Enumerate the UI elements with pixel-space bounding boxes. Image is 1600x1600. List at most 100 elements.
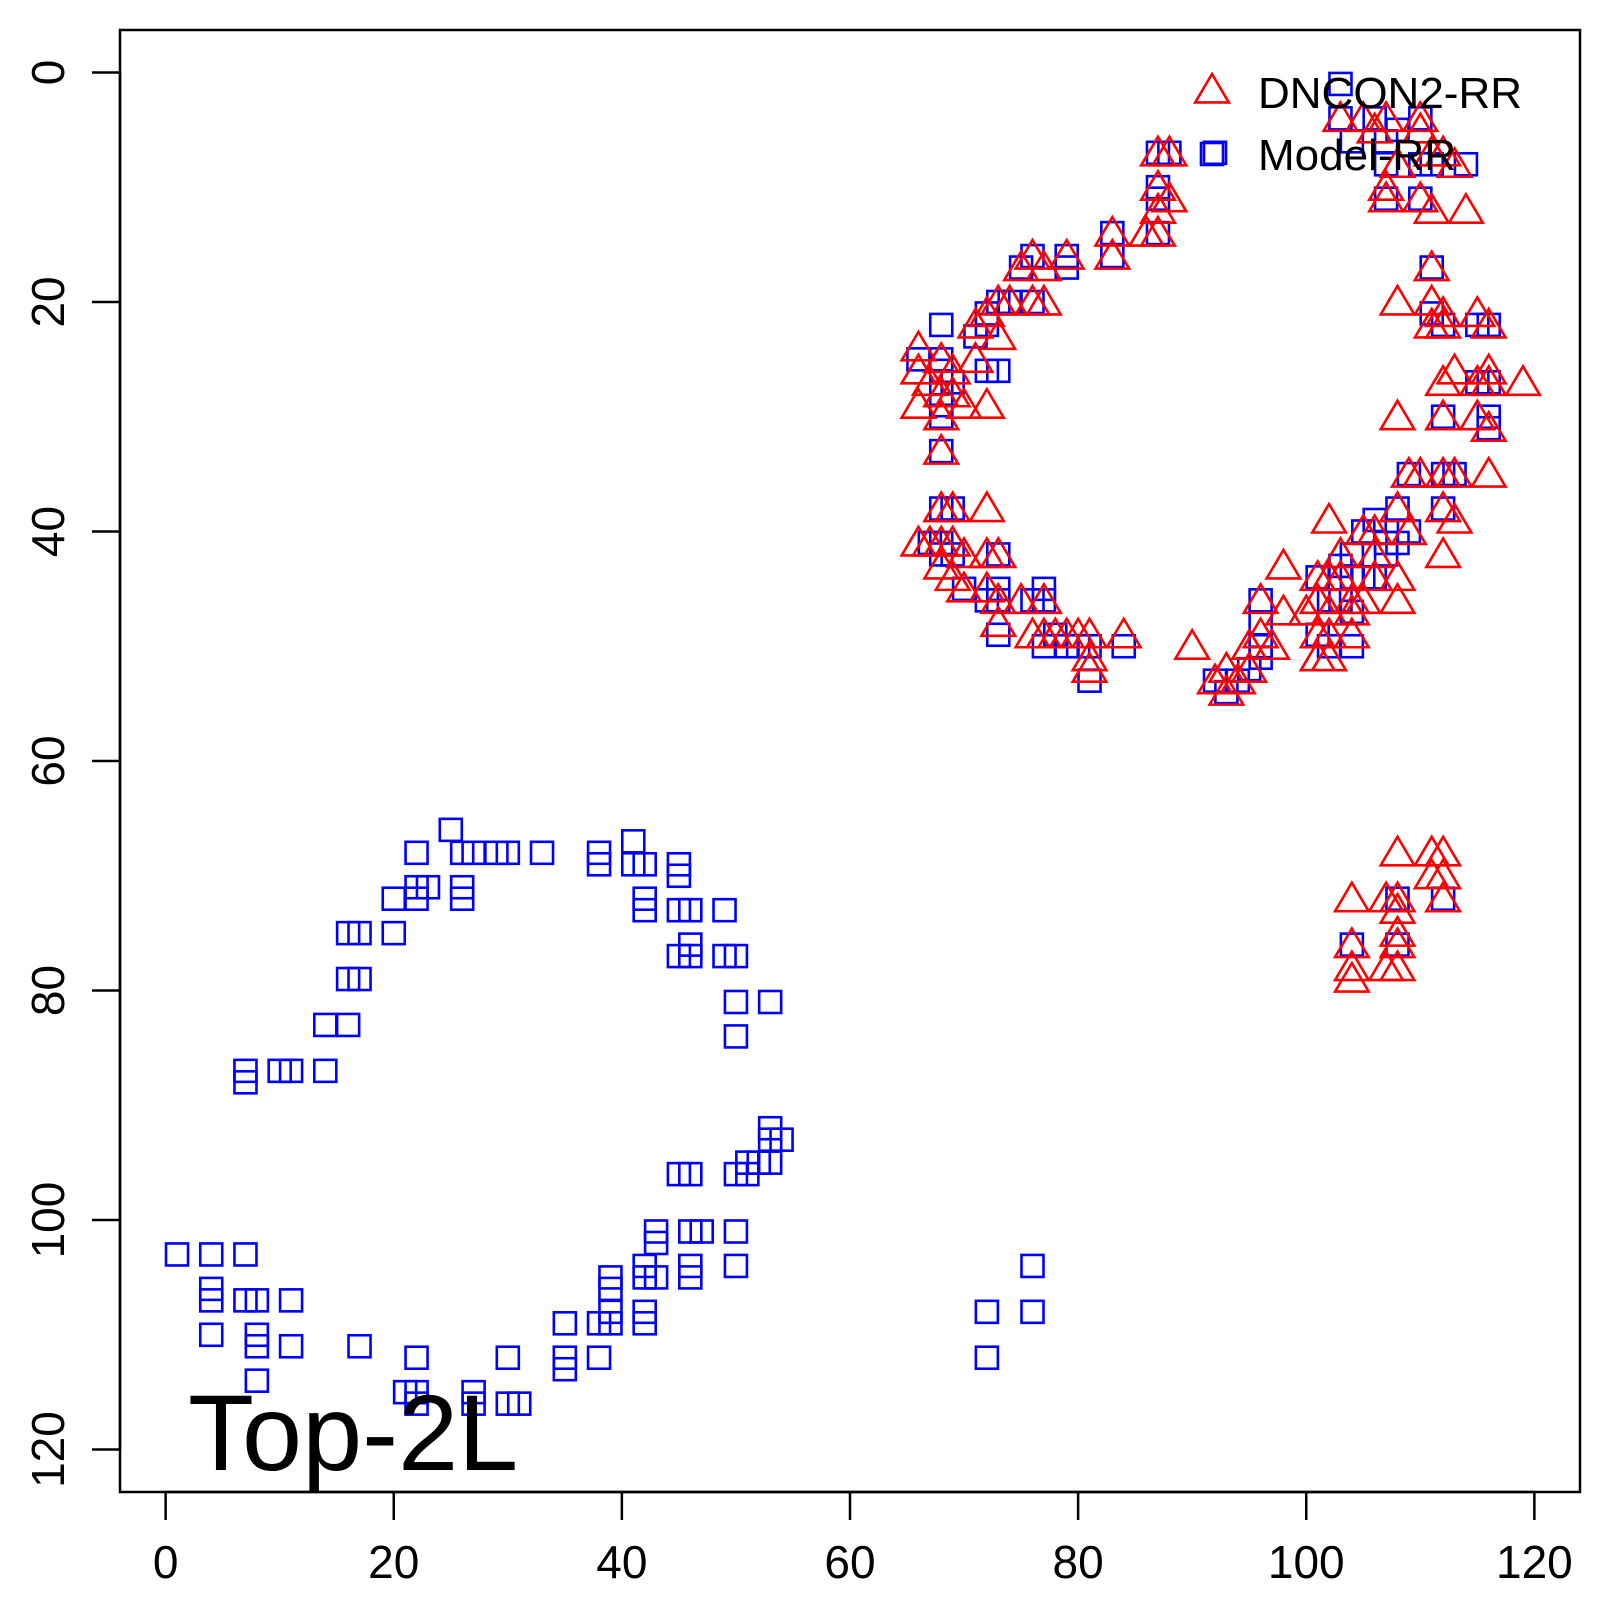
data-point-square bbox=[278, 1333, 304, 1359]
data-point-triangle bbox=[1469, 306, 1508, 339]
data-point-square bbox=[506, 1391, 532, 1416]
data-point-triangle bbox=[1332, 880, 1371, 913]
data-point-square bbox=[723, 943, 749, 969]
data-point-triangle bbox=[1264, 547, 1303, 580]
plot-frame bbox=[118, 28, 1582, 1494]
data-point-square bbox=[632, 1311, 657, 1336]
series-model-rr bbox=[164, 71, 1502, 1416]
data-point-triangle bbox=[1378, 581, 1417, 615]
data-point-triangle bbox=[979, 535, 1018, 569]
data-point-square bbox=[586, 1311, 612, 1336]
data-point-square bbox=[940, 496, 965, 521]
data-point-triangle bbox=[1378, 398, 1417, 431]
data-point-triangle bbox=[1309, 501, 1349, 534]
data-point-triangle bbox=[1047, 237, 1086, 270]
data-point-square bbox=[552, 1311, 578, 1336]
data-point-triangle bbox=[1401, 111, 1440, 144]
data-point-square bbox=[757, 989, 783, 1015]
x-tick-label: 100 bbox=[1268, 1536, 1345, 1588]
data-point-triangle bbox=[979, 604, 1018, 638]
data-point-square bbox=[632, 851, 657, 877]
data-point-triangle bbox=[1332, 960, 1371, 993]
data-point-triangle bbox=[1002, 248, 1041, 282]
data-point-triangle bbox=[1424, 363, 1463, 397]
data-point-triangle bbox=[1424, 857, 1463, 890]
data-point-square bbox=[198, 1322, 224, 1348]
panel-annotation: Top-2L bbox=[188, 1372, 518, 1493]
data-point-triangle bbox=[1378, 489, 1417, 523]
legend: DNCON2-RR Model-RR bbox=[1192, 69, 1522, 180]
data-point-triangle bbox=[1138, 191, 1178, 224]
x-tick-label: 60 bbox=[824, 1536, 875, 1588]
data-point-square bbox=[1385, 886, 1410, 912]
data-point-square bbox=[1328, 71, 1353, 97]
data-point-square bbox=[643, 1265, 669, 1290]
data-point-square bbox=[495, 1345, 521, 1371]
data-point-triangle bbox=[1138, 214, 1178, 247]
data-point-square bbox=[723, 1024, 749, 1049]
data-point-triangle bbox=[1446, 191, 1486, 224]
data-point-square bbox=[586, 851, 612, 877]
data-point-square bbox=[1020, 1299, 1045, 1325]
data-point-square bbox=[381, 886, 407, 912]
data-point-square bbox=[404, 840, 429, 866]
data-point-square bbox=[689, 1219, 715, 1244]
data-point-square bbox=[347, 966, 372, 992]
data-point-square bbox=[678, 943, 703, 969]
data-point-triangle bbox=[933, 352, 972, 385]
data-point-triangle bbox=[1355, 512, 1394, 546]
data-point-square bbox=[1100, 243, 1125, 269]
legend-item: Model-RR bbox=[1199, 131, 1456, 180]
data-point-triangle bbox=[1378, 926, 1417, 959]
data-point-triangle bbox=[1309, 593, 1349, 626]
data-point-triangle bbox=[1024, 248, 1063, 282]
data-point-square bbox=[529, 840, 555, 866]
data-point-triangle bbox=[1309, 639, 1349, 672]
data-point-triangle bbox=[1002, 581, 1041, 615]
y-tick-label: 120 bbox=[22, 1411, 74, 1488]
data-point-square bbox=[404, 1391, 429, 1416]
data-point-triangle bbox=[899, 329, 938, 362]
data-point-triangle bbox=[1424, 398, 1463, 431]
data-point-triangle bbox=[1458, 363, 1497, 397]
x-tick-label: 0 bbox=[153, 1536, 179, 1588]
legend-label: Model-RR bbox=[1258, 131, 1456, 180]
x-tick-label: 80 bbox=[1053, 1536, 1104, 1588]
data-point-triangle bbox=[1503, 363, 1543, 397]
data-point-triangle bbox=[1309, 616, 1349, 649]
data-point-triangle bbox=[979, 581, 1018, 615]
data-point-square bbox=[1408, 186, 1433, 211]
data-point-triangle bbox=[1173, 627, 1212, 661]
data-point-square bbox=[1419, 255, 1445, 280]
data-point-triangle bbox=[1230, 627, 1269, 661]
data-point-triangle bbox=[1435, 501, 1474, 534]
data-point-square bbox=[278, 1058, 304, 1084]
data-point-triangle bbox=[1378, 283, 1417, 316]
data-point-triangle bbox=[1207, 673, 1246, 706]
data-point-triangle bbox=[1401, 99, 1440, 133]
data-point-triangle bbox=[1241, 581, 1280, 615]
data-point-triangle bbox=[1424, 880, 1463, 913]
y-tick-label: 20 bbox=[22, 276, 74, 327]
series-dncon2-rr bbox=[899, 99, 1543, 993]
data-point-square bbox=[495, 840, 521, 866]
data-point-triangle bbox=[1469, 409, 1508, 442]
data-point-triangle bbox=[956, 340, 995, 374]
data-point-square bbox=[347, 1333, 372, 1359]
data-point-triangle bbox=[944, 570, 984, 603]
y-axis: 0 20 40 60 80 100 120 bbox=[22, 60, 122, 1488]
data-point-square bbox=[735, 1150, 760, 1175]
data-point-triangle bbox=[1389, 512, 1428, 546]
data-point-triangle bbox=[1070, 639, 1109, 672]
data-point-triangle bbox=[956, 306, 995, 339]
data-point-square bbox=[974, 1299, 1000, 1325]
data-point-square bbox=[586, 1345, 612, 1371]
data-point-triangle bbox=[1070, 650, 1109, 683]
data-point-triangle bbox=[1093, 237, 1132, 270]
data-point-triangle bbox=[1367, 99, 1406, 133]
data-point-square bbox=[1430, 886, 1456, 912]
data-point-triangle bbox=[1355, 535, 1394, 569]
data-point-triangle bbox=[1355, 558, 1394, 592]
data-point-square bbox=[313, 1012, 338, 1038]
